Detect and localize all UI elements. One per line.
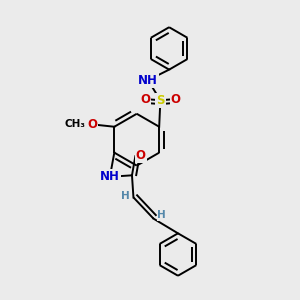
Text: H: H (157, 210, 166, 220)
Text: S: S (156, 94, 165, 107)
Text: H: H (121, 191, 130, 201)
Text: O: O (87, 118, 97, 131)
Text: CH₃: CH₃ (64, 119, 86, 129)
Text: O: O (136, 149, 146, 162)
Text: O: O (171, 93, 181, 106)
Text: NH: NH (100, 170, 120, 183)
Text: O: O (140, 93, 150, 106)
Text: NH: NH (138, 74, 158, 87)
